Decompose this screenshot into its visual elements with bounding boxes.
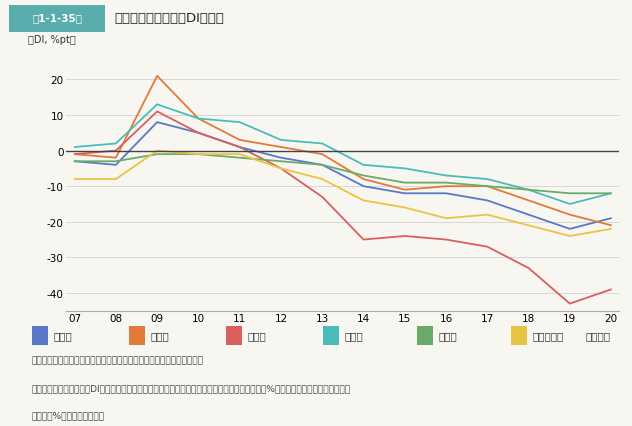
FancyBboxPatch shape [32,326,48,345]
Text: （年期）: （年期） [585,331,611,340]
Text: 小売業: 小売業 [439,331,458,340]
Text: サービス業: サービス業 [533,331,564,340]
FancyBboxPatch shape [416,326,433,345]
Text: の割合（%）を引いたもの。: の割合（%）を引いたもの。 [32,411,105,420]
Text: （注）従業員数過不足数DIとは、従業員の今期の状況について、「過剰」と答えた企業の割合（%）から、「不足」と答えた企業: （注）従業員数過不足数DIとは、従業員の今期の状況について、「過剰」と答えた企業… [32,384,351,393]
Text: 製造業: 製造業 [151,331,169,340]
Text: 業種別従業員過不足DIの推移: 業種別従業員過不足DIの推移 [114,12,224,25]
FancyBboxPatch shape [322,326,339,345]
FancyBboxPatch shape [9,6,106,32]
FancyBboxPatch shape [511,326,527,345]
Text: 第1-1-35図: 第1-1-35図 [32,14,82,23]
Text: （DI, %pt）: （DI, %pt） [28,35,75,45]
FancyBboxPatch shape [226,326,242,345]
Text: 建設業: 建設業 [248,331,267,340]
FancyBboxPatch shape [128,326,145,345]
Text: 全産業: 全産業 [54,331,73,340]
Text: 資料：中小企業庁・（独）中小企業基盤整備機構「中小企業景況調査」: 資料：中小企業庁・（独）中小企業基盤整備機構「中小企業景況調査」 [32,356,204,365]
Text: 卸売業: 卸売業 [345,331,363,340]
